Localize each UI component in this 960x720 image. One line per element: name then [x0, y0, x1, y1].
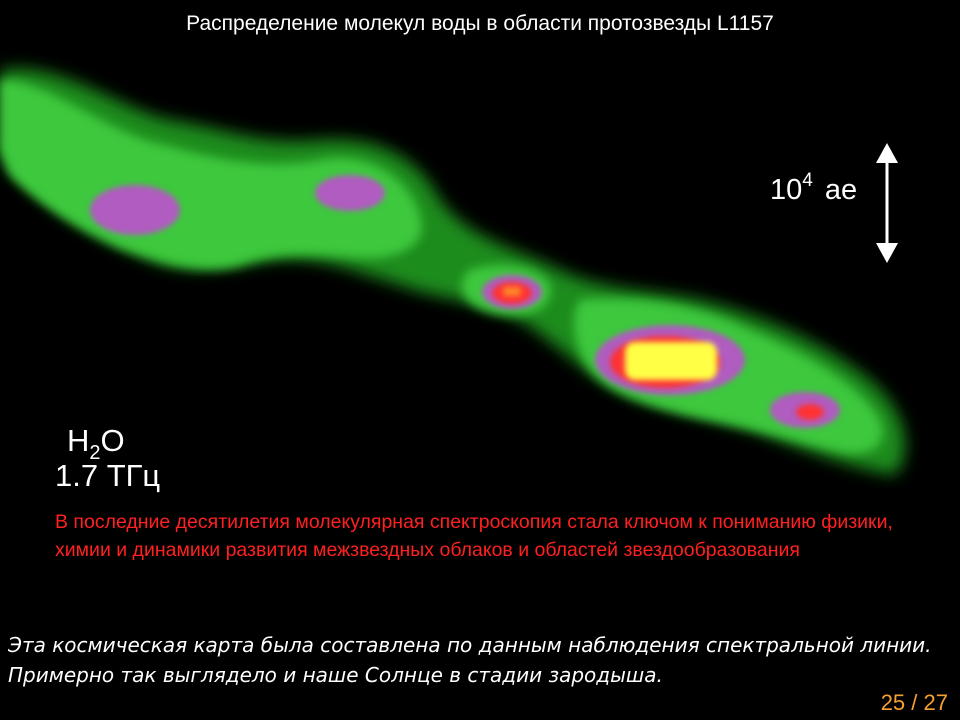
scale-unit: ае — [824, 174, 858, 206]
scale-exponent: 4 — [802, 170, 813, 191]
molecule-subscript: 2 — [89, 442, 101, 464]
frequency-label: 1.7 ТГц — [55, 458, 161, 493]
page-current: 25 — [880, 690, 906, 715]
page-total: 27 — [923, 690, 948, 715]
scale-bar-arrow-icon — [876, 143, 898, 263]
molecule-suffix: O — [100, 423, 125, 458]
slide-title: Распределение молекул воды в области про… — [186, 12, 774, 35]
map-caption: Эта космическая карта была составлена по… — [8, 633, 932, 687]
molecule-prefix: H — [67, 423, 90, 458]
emission-core — [503, 287, 717, 380]
page-number: 25 / 27 — [881, 690, 948, 716]
page-separator: / — [905, 690, 924, 715]
scale-bar-label: 104 ае — [770, 170, 858, 207]
scale-base: 10 — [770, 174, 803, 206]
molecule-label: H2O — [67, 423, 125, 464]
spectroscopy-note: В последние десятилетия молекулярная спе… — [55, 511, 893, 561]
